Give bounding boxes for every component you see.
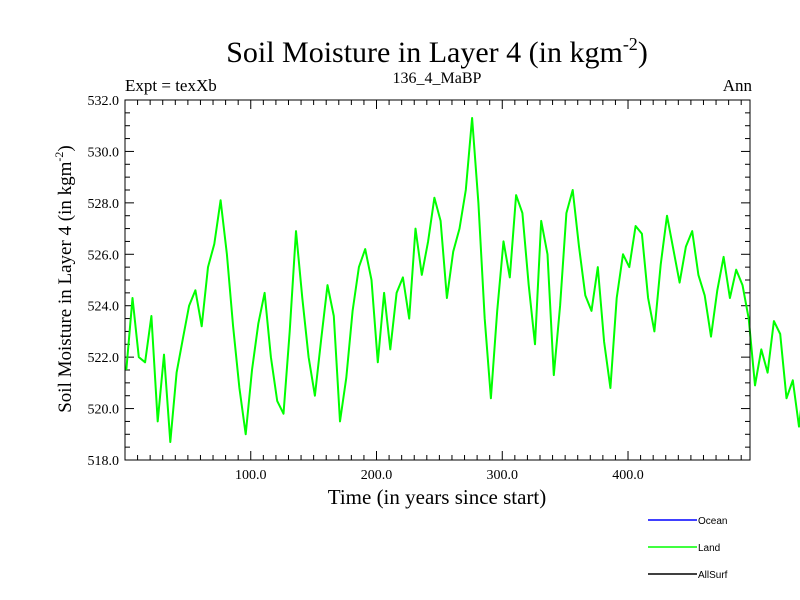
legend: Ocean Land AllSurf [648, 516, 728, 581]
y-tick-label: 524.0 [88, 300, 120, 315]
y-tick-label: 518.0 [88, 454, 120, 469]
plot-frame [124, 99, 751, 461]
chart-title: Soil Moisture in Layer 4 (in kgm-2) [226, 34, 648, 69]
x-axis-label: Time (in years since start) [328, 485, 547, 509]
x-tick-label: 100.0 [235, 468, 267, 483]
subtitle-left: Expt = texXb [125, 76, 217, 95]
legend-label-ocean: Ocean [698, 516, 727, 527]
subtitle-center: 136_4_MaBP [393, 70, 482, 87]
y-tick-label: 530.0 [88, 145, 120, 160]
ticks-group: 100.0 200.0 300.0 400.0 518.0 520.0 522.0 524.0… [88, 94, 750, 483]
x-tick-label: 400.0 [612, 468, 644, 483]
y-tick-label: 528.0 [88, 197, 120, 212]
x-tick-label: 300.0 [487, 468, 519, 483]
x-tick-label: 200.0 [361, 468, 393, 483]
y-tick-label: 526.0 [88, 248, 120, 263]
y-tick-label: 522.0 [88, 351, 120, 366]
series-group [125, 117, 800, 443]
subtitle-right: Ann [723, 76, 753, 95]
y-tick-label: 532.0 [88, 94, 120, 109]
legend-label-land: Land [698, 543, 720, 554]
legend-label-allsurf: AllSurf [698, 570, 728, 581]
series-line-land [125, 117, 800, 443]
y-axis-label: Soil Moisture in Layer 4 (in kgm-2) [52, 145, 76, 413]
y-tick-label: 520.0 [88, 403, 120, 418]
